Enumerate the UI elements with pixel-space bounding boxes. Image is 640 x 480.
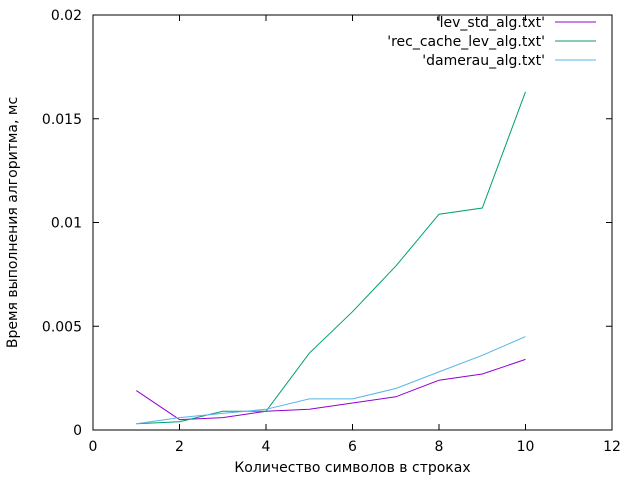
x-tick-label: 6 [348,439,357,455]
plot-frame [92,14,613,431]
y-tick-label: 0 [73,423,82,439]
x-axis-title: Количество символов в строках [234,460,470,476]
x-tick-label: 4 [262,439,271,455]
axis-ticks [92,14,613,431]
x-tick-label: 2 [175,439,184,455]
legend-label: 'rec_cache_lev_alg.txt' [387,34,545,50]
x-tick-label: 8 [435,439,444,455]
series-lines [136,91,526,425]
legend: 'lev_std_alg.txt' 'rec_cache_lev_alg.txt'… [387,15,596,69]
x-tick-label: 10 [517,439,535,455]
y-tick-label: 0.015 [42,112,82,128]
tick-labels: 0 2 4 6 8 10 12 0 0.005 0.01 0.015 0.02 [42,8,621,455]
series-line-1 [136,358,526,421]
y-tick-label: 0.005 [42,319,82,335]
legend-label: 'lev_std_alg.txt' [436,15,545,31]
x-tick-label: 0 [89,439,98,455]
legend-label: 'damerau_alg.txt' [422,53,545,69]
y-tick-label: 0.02 [51,8,82,24]
y-axis-title: Время выполнения алгоритма, мс [5,97,21,348]
x-tick-label: 12 [603,439,621,455]
series-line-2 [136,91,526,425]
y-tick-label: 0.01 [51,216,82,232]
series-line-3 [136,336,526,425]
